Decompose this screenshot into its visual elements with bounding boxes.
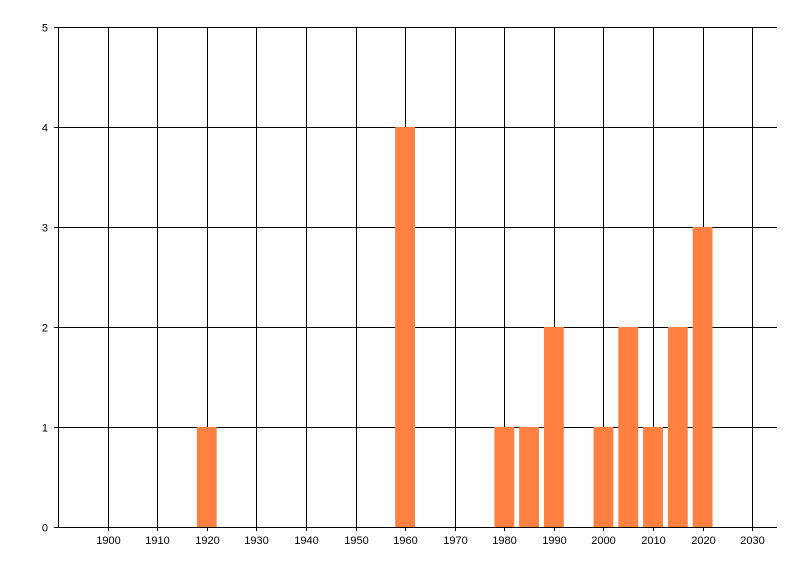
x-tick-label: 2000: [591, 535, 615, 547]
bar: [692, 227, 713, 527]
x-tick-label: 1920: [195, 535, 219, 547]
x-tick-label: 1900: [96, 535, 120, 547]
x-tick-label: 2030: [740, 535, 764, 547]
y-tick-label: 3: [42, 223, 48, 235]
y-tick-label: 4: [42, 123, 48, 135]
x-tick-label: 1990: [542, 535, 566, 547]
x-tick-label: 1960: [393, 535, 417, 547]
y-tick-label: 1: [42, 423, 48, 435]
x-tick-label: 1910: [145, 535, 169, 547]
bar: [494, 427, 515, 527]
bar: [395, 127, 416, 527]
y-tick-label: 2: [42, 323, 48, 335]
bar: [196, 427, 217, 527]
bar: [667, 327, 688, 527]
x-tick-label: 2020: [691, 535, 715, 547]
bar: [618, 327, 639, 527]
y-tick-label: 5: [42, 23, 48, 35]
bar: [593, 427, 614, 527]
x-tick-label: 1930: [244, 535, 268, 547]
x-tick-label: 1950: [344, 535, 368, 547]
x-tick-label: 1940: [294, 535, 318, 547]
bar: [543, 327, 564, 527]
y-tick-label: 0: [42, 523, 48, 535]
x-tick-label: 2010: [641, 535, 665, 547]
x-tick-label: 1970: [443, 535, 467, 547]
bar: [519, 427, 539, 527]
bar: [643, 427, 663, 527]
x-tick-label: 1980: [492, 535, 516, 547]
